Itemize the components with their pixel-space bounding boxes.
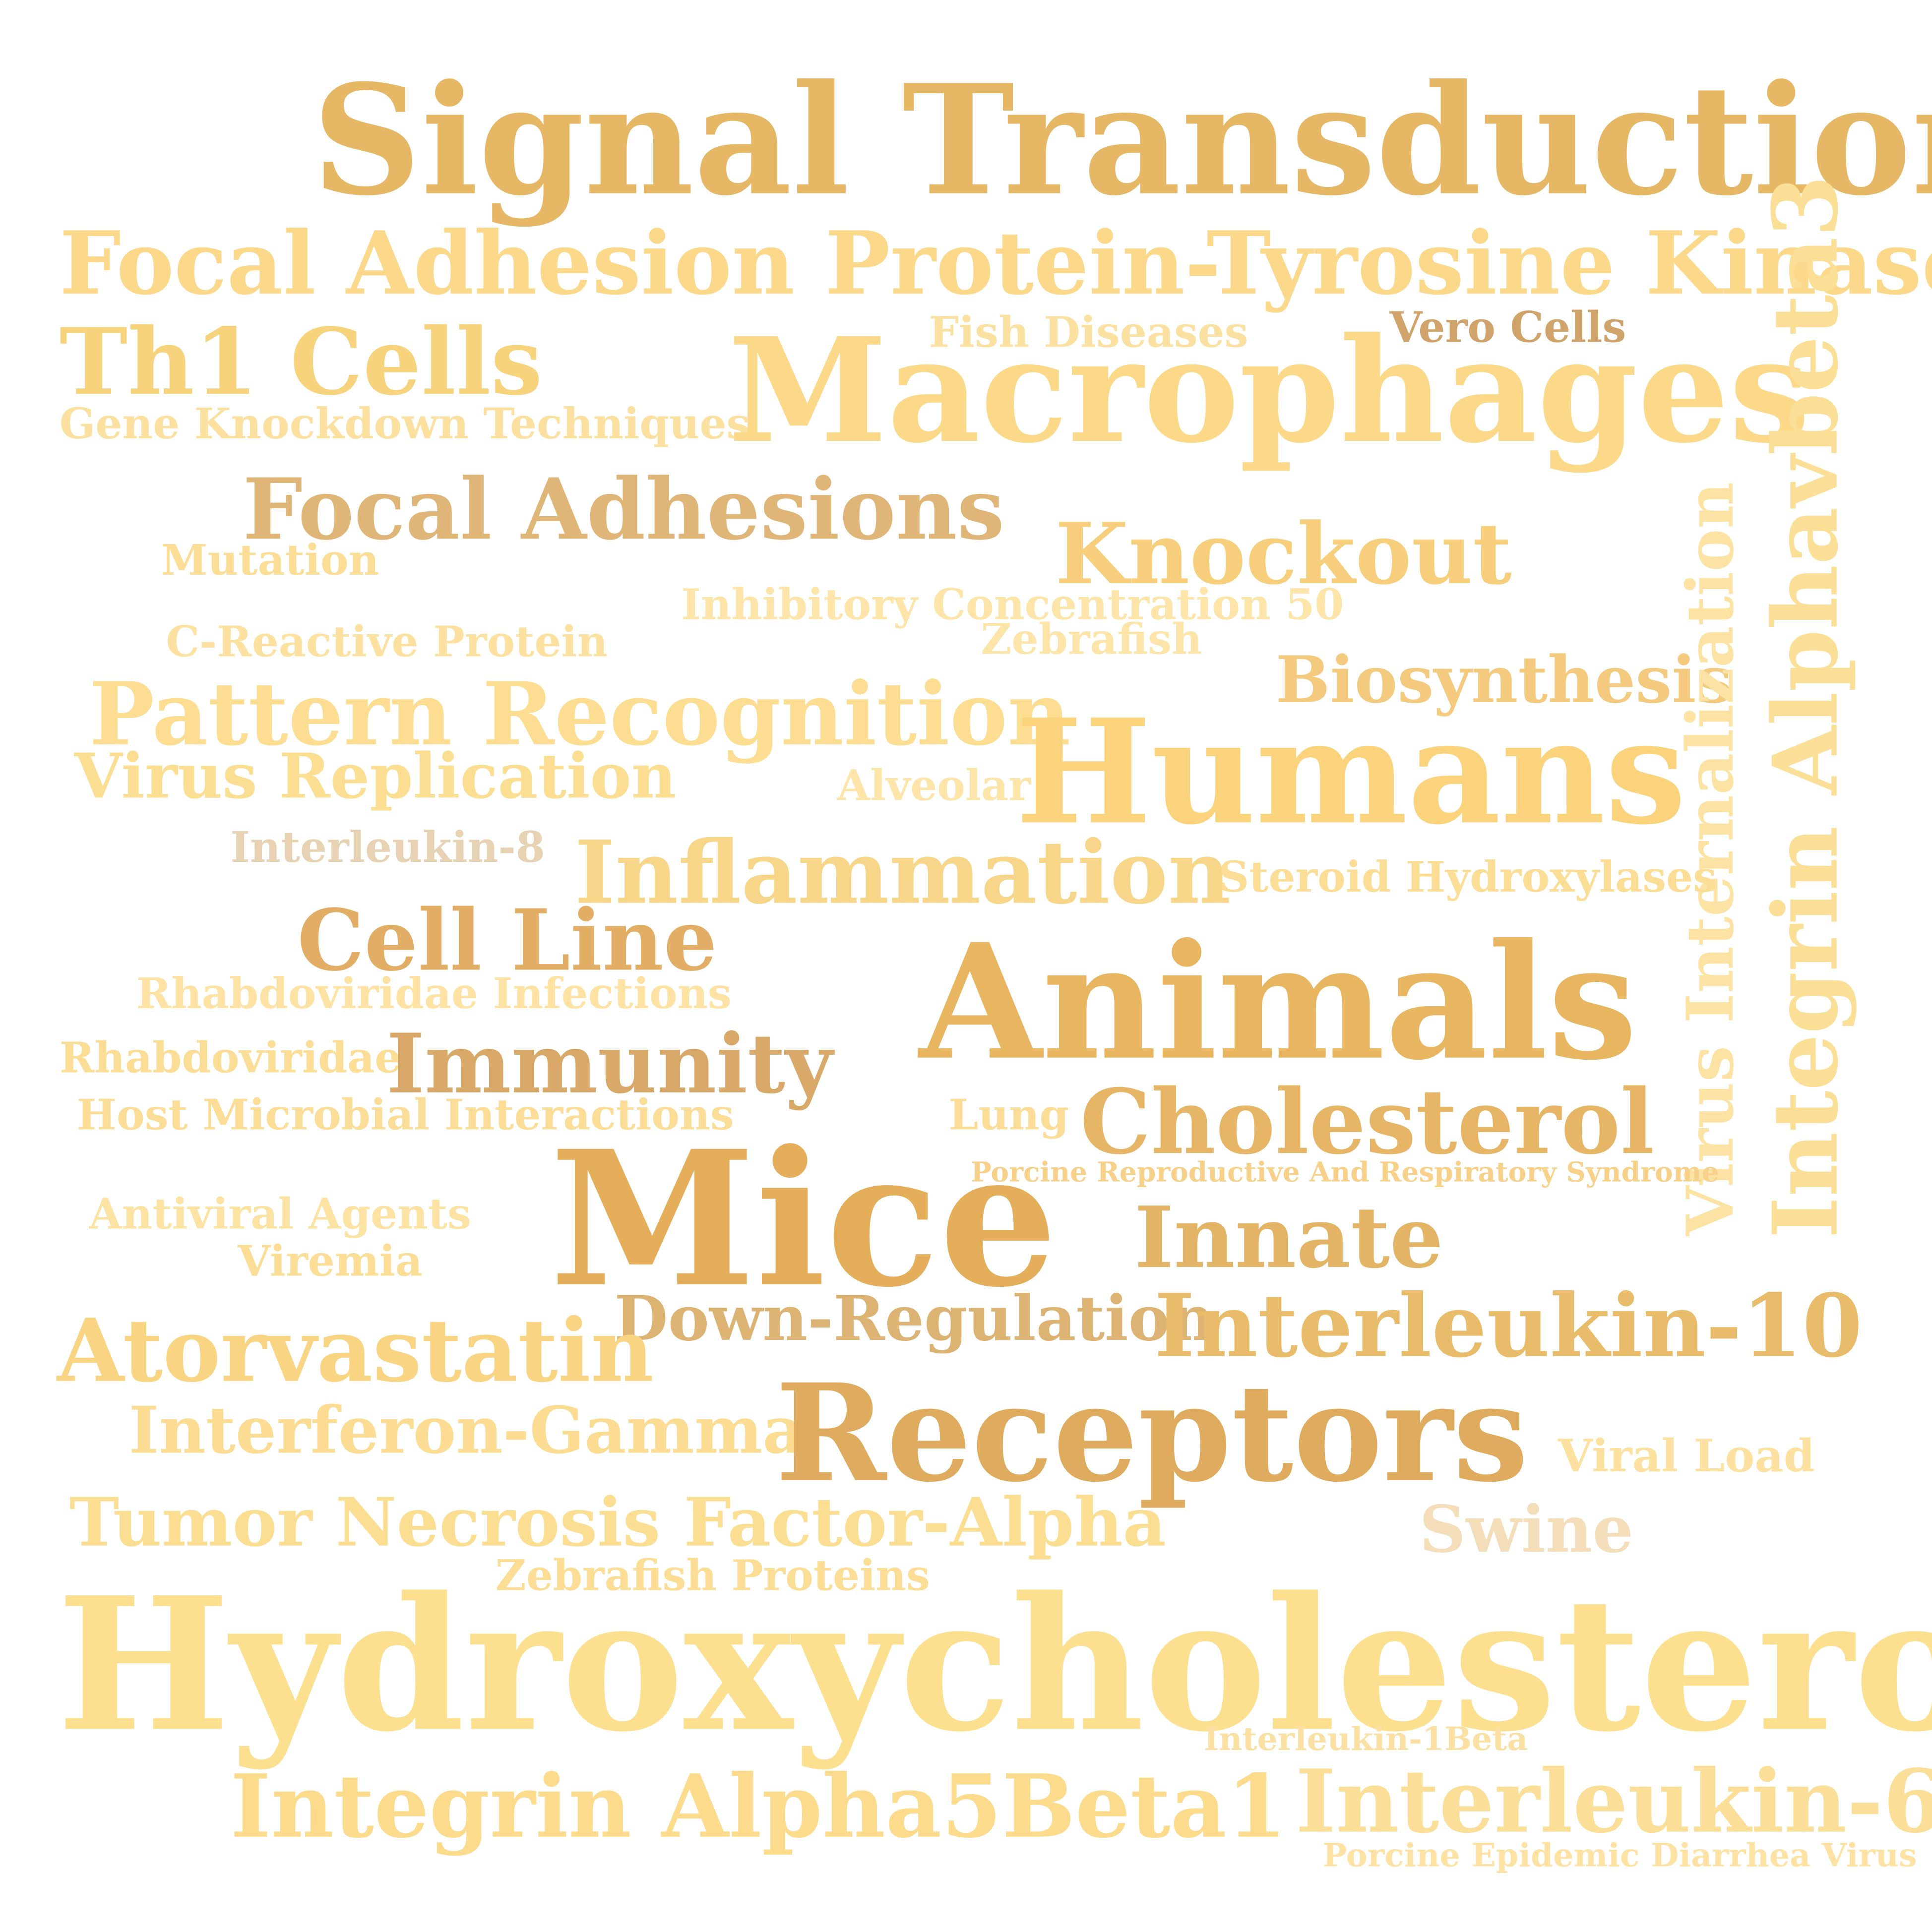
word-mice: Mice [550,1111,1058,1329]
word-c-reactive-protein: C-Reactive Protein [166,618,608,668]
word-host-microbial-interactions: Host Microbial Interactions [76,1091,734,1141]
word-porcine-epidemic-diarrhea-virus: Porcine Epidemic Diarrhea Virus [1322,1838,1917,1875]
word-down-regulation: Down-Regulation [614,1281,1215,1355]
word-humans: Humans [1015,688,1686,857]
word-integrin-alpha5beta1: Integrin Alpha5Beta1 [230,1754,1287,1858]
word-focal-adhesions: Focal Adhesions [243,461,1005,560]
word-steroid-hydroxylases: Steroid Hydroxylases [1218,853,1717,903]
word-th1-cells: Th1 Cells [59,309,543,417]
word-pattern-recognition: Pattern Recognition [89,663,1071,766]
word-rhabdoviridae: Rhabdoviridae [59,1034,402,1084]
word-fish-diseases: Fish Diseases [929,308,1248,358]
word-cholesterol: Cholesterol [1080,1069,1655,1174]
word-interleukin-1beta: Interleukin-1Beta [1203,1721,1528,1759]
word-viremia: Viremia [238,1237,423,1287]
word-interleukin-6: Interleukin-6 [1295,1750,1932,1853]
word-virus-replication: Virus Replication [74,739,677,813]
word-tumor-necrosis-factor-alpha: Tumor Necrosis Factor-Alpha [69,1482,1166,1562]
word-atorvastatin: Atorvastatin [57,1299,654,1402]
word-animals: Animals [919,910,1637,1096]
word-viral-load: Viral Load [1558,1430,1815,1483]
word-interleukin-8: Interleukin-8 [230,823,545,873]
word-inflammation: Inflammation [574,821,1231,924]
word-immunity: Immunity [386,1015,833,1112]
word-interleukin-10: Interleukin-10 [1154,1274,1863,1378]
word-swine: Swine [1419,1492,1634,1568]
word-integrin-alphavbeta3: Integrin Alphavbeta3 [1752,175,1858,1239]
word-zebrafish-proteins: Zebrafish Proteins [495,1552,930,1602]
word-lung: Lung [948,1091,1069,1141]
word-signal-transduction: Signal Transduction [312,51,1932,230]
word-innate: Innate [1134,1189,1443,1288]
word-vero-cells: Vero Cells [1389,303,1626,353]
word-rhabdoviridae-infections: Rhabdoviridae Infections [136,969,732,1020]
word-porcine-reproductive-and-respiratory-syndrome: Porcine Reproductive And Respiratory Syn… [971,1156,1719,1189]
word-inhibitory-concentration-50: Inhibitory Concentration 50 [681,581,1344,631]
word-zebrafish: Zebrafish [981,615,1202,665]
word-interferon-gamma: Interferon-Gamma [128,1393,805,1469]
word-biosynthesis: Biosynthesis [1275,643,1733,719]
word-cell-line: Cell Line [297,892,717,991]
word-hydroxycholesterols: Hydroxycholesterols [57,1557,1932,1772]
word-receptors: Receptors [775,1356,1529,1512]
word-knockout: Knockout [1055,505,1512,604]
word-macrophages: Macrophages [728,307,1810,476]
word-mutation: Mutation [161,536,379,586]
word-alveolar: Alveolar [837,761,1031,811]
word-antiviral-agents: Antiviral Agents [89,1190,471,1240]
word-focal-adhesion-protein-tyrosine-kinases: Focal Adhesion Protein-Tyrosine Kinases [59,212,1932,315]
word-gene-knockdown-techniques: Gene Knockdown Techniques [59,400,750,450]
